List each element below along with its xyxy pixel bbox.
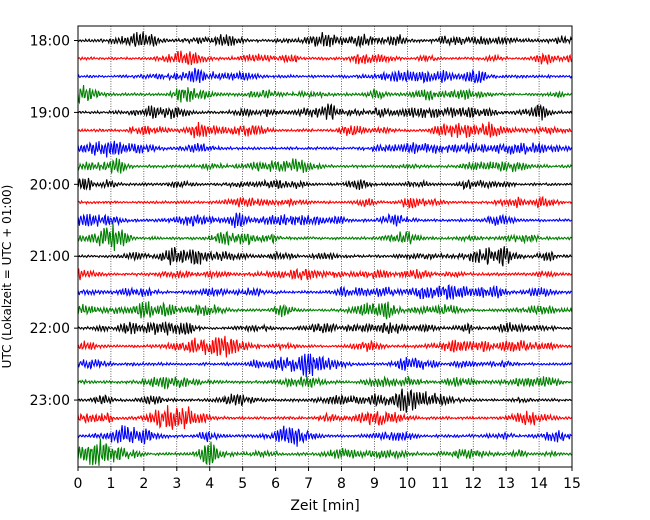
x-tick-label: 9: [370, 476, 379, 492]
y-tick-label: 22:00: [30, 321, 70, 337]
y-axis-title: UTC (Lokalzeit = UTC + 01:00): [0, 185, 14, 369]
x-tick-label: 6: [271, 476, 280, 492]
grid-lines: [110, 26, 540, 467]
x-tick-label: 13: [497, 476, 515, 492]
trace-line-3: [77, 84, 572, 105]
trace-line-22: [77, 425, 572, 447]
x-tick-label: 15: [563, 476, 581, 492]
trace-line-20: [77, 388, 572, 413]
seismic-traces: [77, 31, 573, 466]
trace-line-11: [77, 223, 572, 251]
x-tick-label: 5: [238, 476, 247, 492]
trace-line-13: [77, 267, 572, 281]
trace-line-19: [77, 375, 572, 390]
x-tick-label: 7: [304, 476, 313, 492]
trace-line-5: [77, 121, 572, 139]
trace-line-0: [77, 31, 573, 49]
y-tick-label: 19:00: [30, 105, 70, 121]
y-tick-label: 23:00: [30, 393, 70, 409]
trace-line-4: [77, 103, 573, 121]
x-tick-label: 12: [464, 476, 482, 492]
x-tick-label: 8: [337, 476, 346, 492]
trace-line-2: [77, 67, 573, 84]
x-axis-ticks: 0 1 2 3 4 5 6 7 8 9 10 11 12 13 14 15: [74, 467, 581, 492]
trace-line-10: [77, 212, 572, 229]
x-tick-label: 4: [205, 476, 214, 492]
trace-line-12: [77, 246, 572, 267]
x-tick-label: 10: [398, 476, 416, 492]
trace-line-6: [77, 140, 573, 158]
y-tick-label: 21:00: [30, 249, 70, 265]
x-tick-label: 14: [530, 476, 548, 492]
trace-line-21: [77, 405, 572, 430]
x-tick-label: 0: [74, 476, 83, 492]
trace-line-8: [77, 177, 572, 191]
trace-line-18: [77, 353, 572, 378]
trace-line-23: [77, 438, 572, 466]
y-tick-label: 18:00: [30, 34, 70, 50]
trace-line-7: [77, 157, 572, 174]
trace-line-14: [77, 284, 572, 300]
x-tick-label: 1: [106, 476, 115, 492]
x-axis-title: Zeit [min]: [290, 498, 359, 514]
trace-line-15: [77, 301, 573, 320]
x-tick-label: 3: [172, 476, 181, 492]
trace-line-9: [77, 195, 572, 210]
x-tick-label: 11: [431, 476, 449, 492]
trace-line-17: [77, 335, 572, 358]
trace-line-16: [77, 321, 572, 336]
plot-frame: [77, 25, 573, 468]
y-tick-label: 20:00: [30, 177, 70, 193]
trace-line-1: [77, 50, 573, 66]
x-tick-label: 2: [139, 476, 148, 492]
y-axis-ticks: 18:00 19:00 20:00 21:00 22:00 23:00: [30, 34, 78, 409]
